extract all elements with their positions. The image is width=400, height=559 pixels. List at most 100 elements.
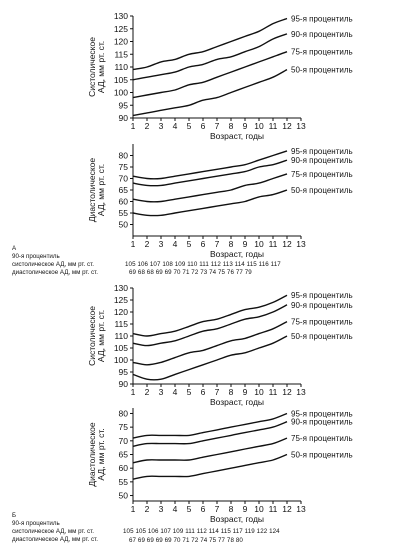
x-tick-label: 1 bbox=[131, 387, 136, 397]
x-tick-label: 4 bbox=[173, 387, 178, 397]
y-tick-label: 70 bbox=[119, 436, 129, 446]
x-tick-label: 12 bbox=[282, 387, 292, 397]
x-tick-label: 9 bbox=[243, 239, 248, 249]
y-tick-label: 65 bbox=[119, 185, 129, 195]
x-axis-title: Возраст, годы bbox=[210, 131, 264, 141]
x-tick-label: 3 bbox=[159, 387, 164, 397]
series-label-2: 90-я процентиль bbox=[291, 301, 353, 310]
series-label-1: 95-я процентиль bbox=[291, 147, 353, 156]
x-tick-label: 2 bbox=[145, 387, 150, 397]
y-axis-title-line2: АД, мм рт. ст. bbox=[96, 164, 106, 216]
y-tick-label: 115 bbox=[114, 319, 128, 329]
x-tick-label: 9 bbox=[243, 387, 248, 397]
caption-a-line3: диастолическое АД, мм рт. ст. bbox=[12, 269, 98, 276]
x-tick-label: 13 bbox=[296, 387, 306, 397]
x-tick-label: 10 bbox=[254, 239, 264, 249]
series-line-1 bbox=[132, 412, 288, 439]
y-tick-label: 65 bbox=[119, 450, 129, 460]
x-tick-label: 3 bbox=[159, 504, 164, 514]
y-tick-label: 90 bbox=[119, 379, 129, 389]
x-tick-label: 11 bbox=[269, 387, 278, 397]
y-tick-label: 105 bbox=[114, 343, 128, 353]
y-tick-label: 95 bbox=[119, 367, 129, 377]
caption-a-dia-values: 69 68 68 69 69 70 71 72 73 74 75 76 77 7… bbox=[129, 269, 252, 276]
y-tick-label: 70 bbox=[119, 174, 129, 184]
x-tick-label: 13 bbox=[296, 239, 306, 249]
y-tick-label: 50 bbox=[119, 220, 129, 230]
series-label-3: 75-я процентиль bbox=[291, 434, 353, 443]
y-tick-label: 120 bbox=[114, 307, 128, 317]
x-tick-label: 6 bbox=[201, 239, 206, 249]
caption-a-letter: А bbox=[12, 245, 17, 252]
series-line-3 bbox=[132, 51, 288, 99]
x-axis-title: Возраст, годы bbox=[210, 514, 264, 524]
series-label-4: 50-я процентиль bbox=[291, 66, 353, 75]
y-axis-title-line1: Диастолическое bbox=[87, 422, 97, 486]
series-line-2 bbox=[132, 421, 288, 447]
x-tick-label: 5 bbox=[187, 387, 192, 397]
series-line-4 bbox=[132, 68, 288, 117]
series-line-4 bbox=[132, 189, 288, 217]
y-tick-label: 60 bbox=[119, 197, 129, 207]
series-label-1: 95-я процентиль bbox=[291, 15, 353, 24]
x-tick-label: 8 bbox=[229, 121, 234, 131]
x-tick-label: 10 bbox=[254, 121, 264, 131]
x-tick-label: 12 bbox=[282, 239, 292, 249]
series-label-1: 95-я процентиль bbox=[291, 409, 353, 418]
y-tick-label: 130 bbox=[114, 283, 128, 293]
x-tick-label: 2 bbox=[145, 504, 150, 514]
x-tick-label: 3 bbox=[159, 239, 164, 249]
y-axis-title-line1: Систолическое bbox=[87, 306, 97, 366]
y-tick-label: 55 bbox=[119, 208, 129, 218]
caption-b-sys-values: 105 105 106 107 109 111 112 114 115 117 … bbox=[123, 528, 280, 535]
series-line-3 bbox=[132, 173, 288, 203]
x-tick-label: 10 bbox=[254, 387, 264, 397]
caption-a: А 90-я процентиль систолическое АД, мм р… bbox=[12, 245, 98, 277]
series-label-2: 90-я процентиль bbox=[291, 418, 353, 427]
x-tick-label: 5 bbox=[187, 121, 192, 131]
series-label-3: 75-я процентиль bbox=[291, 318, 353, 327]
series-line-2 bbox=[132, 33, 288, 81]
caption-a-line1: 90-я процентиль bbox=[12, 253, 60, 260]
x-axis-title: Возраст, годы bbox=[210, 249, 264, 259]
series-line-4 bbox=[132, 335, 288, 381]
x-tick-label: 1 bbox=[131, 504, 136, 514]
x-tick-label: 7 bbox=[215, 239, 220, 249]
x-tick-label: 13 bbox=[296, 504, 306, 514]
y-tick-label: 90 bbox=[119, 113, 129, 123]
y-tick-label: 75 bbox=[119, 162, 129, 172]
x-axis-title: Возраст, годы bbox=[210, 397, 264, 407]
x-tick-label: 12 bbox=[282, 121, 292, 131]
x-tick-label: 2 bbox=[145, 121, 150, 131]
caption-b-line2: систолическое АД, мм рт. ст. bbox=[12, 528, 94, 535]
x-tick-label: 4 bbox=[173, 504, 178, 514]
y-tick-label: 95 bbox=[119, 100, 129, 110]
y-tick-label: 80 bbox=[119, 151, 129, 161]
y-tick-label: 100 bbox=[114, 355, 128, 365]
y-axis-title-line2: АД, мм рт. ст. bbox=[96, 41, 106, 93]
x-tick-label: 9 bbox=[243, 504, 248, 514]
y-tick-label: 75 bbox=[119, 422, 129, 432]
y-axis-title-line1: Систолическое bbox=[87, 37, 97, 97]
x-tick-label: 2 bbox=[145, 239, 150, 249]
series-label-4: 50-я процентиль bbox=[291, 332, 353, 341]
x-tick-label: 4 bbox=[173, 239, 178, 249]
caption-a-sys-values: 105 106 107 108 109 110 111 112 113 114 … bbox=[125, 261, 281, 268]
y-tick-label: 130 bbox=[114, 11, 128, 21]
x-tick-label: 6 bbox=[201, 387, 206, 397]
series-line-1 bbox=[132, 150, 288, 180]
y-tick-label: 55 bbox=[119, 477, 129, 487]
x-tick-label: 8 bbox=[229, 239, 234, 249]
series-label-2: 90-я процентиль bbox=[291, 156, 353, 165]
x-tick-label: 11 bbox=[269, 239, 278, 249]
x-tick-label: 7 bbox=[215, 121, 220, 131]
x-tick-label: 6 bbox=[201, 121, 206, 131]
series-line-3 bbox=[132, 437, 288, 464]
x-tick-label: 3 bbox=[159, 121, 164, 131]
caption-b-letter: Б bbox=[12, 512, 17, 519]
caption-b-dia-values: 67 69 69 69 69 70 71 72 74 75 77 78 80 bbox=[129, 537, 243, 544]
